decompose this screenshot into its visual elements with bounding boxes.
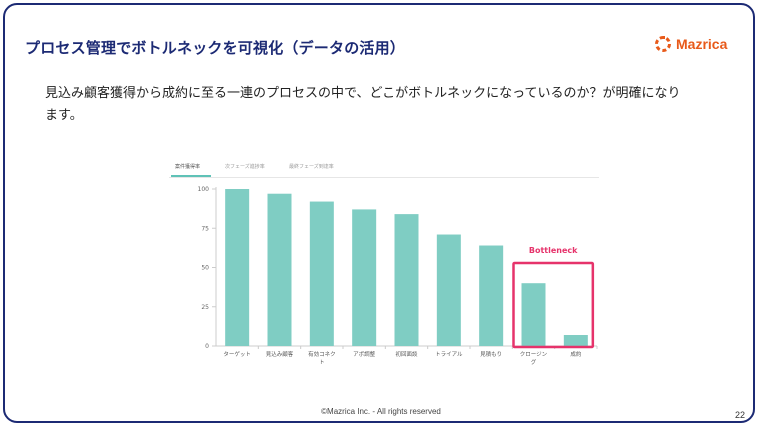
bar [563,335,588,346]
tab-deal-acquisition-rate[interactable]: 案件獲得率 [175,164,201,170]
logo-text: Mazrica [676,36,728,52]
y-tick-label: 25 [201,304,209,311]
bar [309,201,334,346]
x-tick-label: アポ調整 [353,350,376,358]
logo-mark-icon [655,36,671,52]
bottleneck-highlight-box [512,261,595,349]
x-tick-label: 見込み顧客 [266,350,294,358]
tabs-divider [169,177,599,178]
x-tick-label: クロージン [520,351,548,358]
tab-next-phase-rate[interactable]: 次フェーズ進捗率 [225,164,265,170]
tab-final-phase-rate[interactable]: 最終フェーズ到達率 [289,164,334,170]
x-tick-label: ターゲット [223,350,251,358]
chart-panel: 案件獲得率 次フェーズ進捗率 最終フェーズ到達率 0 25 50 75 100 ターゲット… [169,157,599,375]
bottleneck-label: Bottleneck [529,246,578,255]
y-tick-label: 100 [198,186,210,193]
y-tick-label: 50 [201,265,209,272]
copyright-footer: ©Mazrica Inc. - All rights reserved [321,407,441,416]
slide: プロセス管理でボトルネックを可視化（データの活用） Mazrica 見込み顧客獲… [3,3,755,423]
bar [352,209,377,346]
bar [267,193,292,346]
mazrica-logo: Mazrica [654,35,727,53]
x-tick-label: ト [319,360,325,366]
bar [479,245,504,346]
bar [225,189,250,346]
x-tick-label: 初回面談 [395,350,418,358]
bar [521,283,546,346]
bar [436,234,461,346]
y-tick-label: 75 [201,225,209,232]
x-tick-label: トライアル [435,351,463,358]
slide-title: プロセス管理でボトルネックを可視化（データの活用） [25,39,406,57]
x-tick-label: グ [531,358,537,366]
active-tab-indicator [171,175,211,177]
x-tick-label: 有効コネク [308,350,336,358]
x-tick-label: 成約 [570,350,582,358]
chart-tabs: 案件獲得率 次フェーズ進捗率 最終フェーズ到達率 [169,157,599,179]
y-tick-label: 0 [205,343,209,350]
bar [394,214,419,346]
x-tick-label: 見積もり [480,350,502,358]
slide-subtitle: 見込み顧客獲得から成約に至る一連のプロセスの中で、どこがボトルネックになっている… [45,86,681,123]
page-number: 22 [734,410,745,420]
